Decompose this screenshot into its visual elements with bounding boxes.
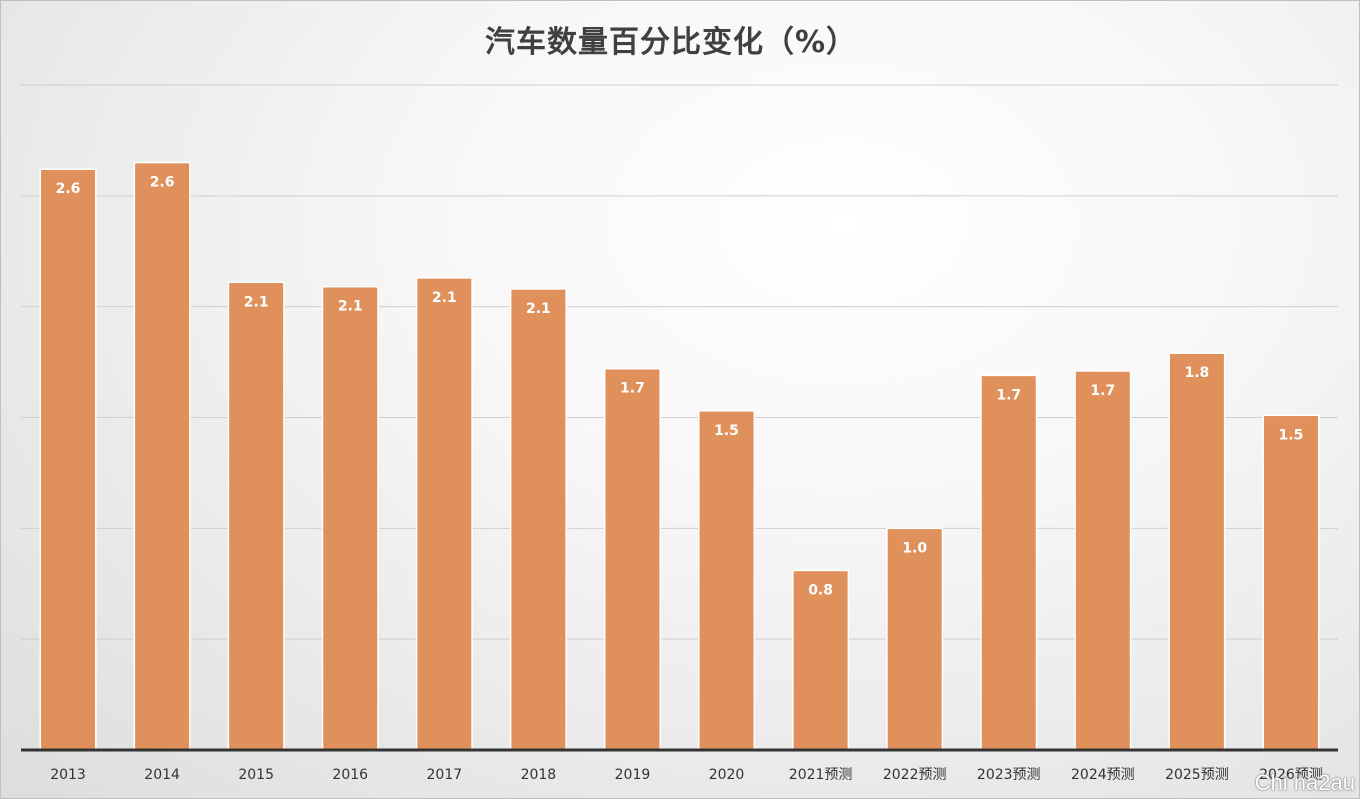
bar (604, 368, 661, 750)
x-tick-label: 2023预测 (977, 767, 1041, 783)
data-label: 1.5 (714, 423, 739, 439)
data-label: 1.7 (996, 387, 1021, 403)
bar (980, 375, 1037, 750)
x-tick-label: 2024预测 (1071, 767, 1135, 783)
bars (39, 161, 1320, 751)
x-tick-label: 2017 (427, 767, 463, 783)
bar (134, 162, 190, 751)
x-tick-label: 2015 (238, 767, 274, 783)
data-label: 1.5 (1279, 427, 1304, 443)
data-label: 2.1 (338, 299, 363, 315)
data-label: 1.7 (1090, 383, 1115, 399)
bar (40, 169, 96, 750)
bar (416, 277, 473, 750)
data-label: 2.1 (432, 290, 457, 306)
x-tick-label: 2020 (709, 767, 745, 783)
bar (1075, 370, 1131, 750)
x-tick-label: 2025预测 (1165, 767, 1229, 783)
data-label: 1.8 (1184, 365, 1209, 381)
data-label: 1.0 (902, 540, 927, 556)
bar (698, 410, 755, 750)
x-tick-label: 2013 (50, 767, 86, 783)
data-label: 2.1 (526, 301, 551, 317)
bar (1169, 353, 1225, 750)
x-tick-label: 2026预测 (1259, 767, 1323, 783)
data-label: 0.8 (808, 582, 833, 598)
bar (228, 282, 284, 750)
bar (322, 286, 379, 750)
value-labels: 2.6 2.6 2.1 2.1 2.1 2.1 1.7 1.5 0.8 1.0 1.7 1.7 1.8 1… (56, 175, 1304, 599)
x-axis: 2013 2014 2015 2016 2017 2018 2019 2020 2021预测 20… (21, 748, 1338, 783)
data-label: 2.6 (150, 175, 175, 191)
x-tick-label: 2019 (615, 767, 651, 783)
data-label: 1.7 (620, 381, 645, 397)
data-label: 2.6 (56, 181, 81, 197)
x-tick-label: 2016 (332, 767, 368, 783)
bar (1263, 415, 1319, 750)
bar (886, 528, 943, 750)
data-label: 2.1 (244, 294, 269, 310)
watermark: Chi na2au (1254, 770, 1355, 795)
x-tick-label: 2022预测 (883, 767, 947, 783)
bar (510, 288, 567, 750)
x-tick-label: 2014 (144, 767, 180, 783)
gridlines (21, 84, 1338, 640)
x-tick-label: 2021预测 (789, 767, 853, 783)
bar (792, 570, 849, 750)
chart-title: 汽车数量百分比变化（%） (484, 25, 858, 60)
x-tick-label: 2018 (521, 767, 557, 783)
